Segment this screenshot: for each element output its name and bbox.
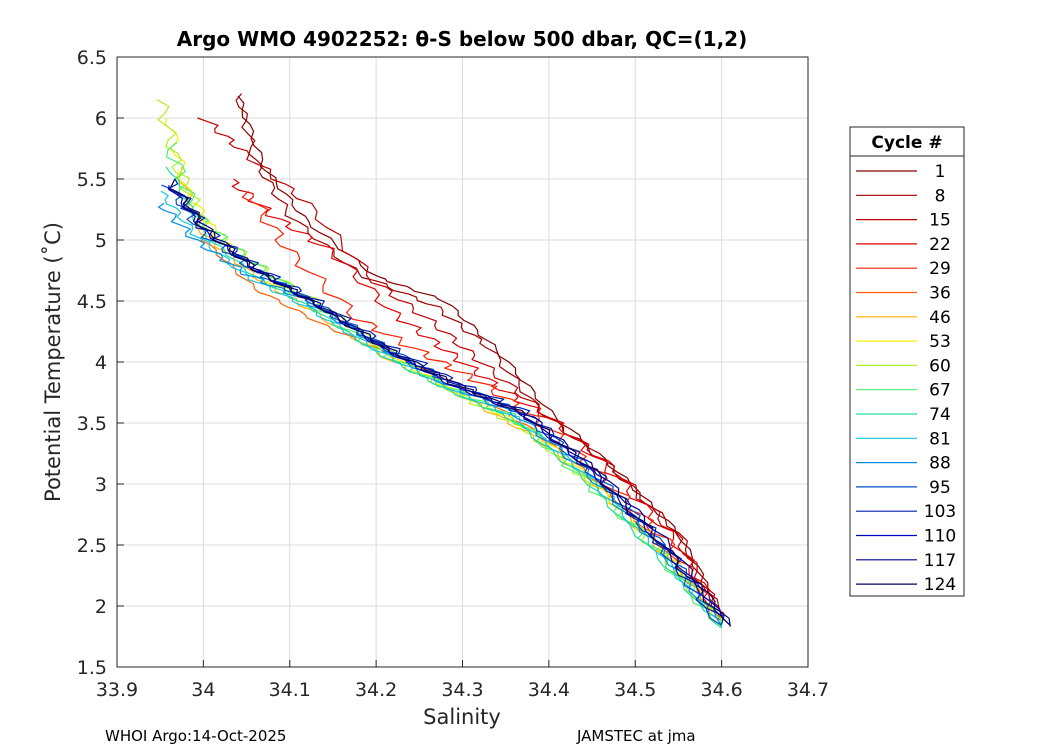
y-tick-label: 5 bbox=[95, 230, 107, 252]
series-line-cycle-103 bbox=[167, 178, 725, 625]
legend-label: 110 bbox=[924, 527, 956, 547]
legend-label: 15 bbox=[929, 211, 951, 231]
legend-label: 1 bbox=[935, 162, 946, 182]
legend-label: 53 bbox=[929, 332, 951, 352]
series-line-cycle-53 bbox=[164, 117, 723, 624]
legend-title: Cycle # bbox=[871, 133, 942, 153]
x-tick-label: 34.7 bbox=[787, 679, 829, 701]
y-tick-label: 3.5 bbox=[77, 413, 107, 435]
legend-label: 95 bbox=[929, 478, 951, 498]
series-line-cycle-1 bbox=[237, 95, 723, 616]
x-tick-label: 34.2 bbox=[355, 679, 397, 701]
x-tick-label: 34.4 bbox=[528, 679, 570, 701]
series-line-cycle-67 bbox=[166, 141, 723, 629]
y-tick-label: 4.5 bbox=[77, 291, 107, 313]
legend-label: 117 bbox=[924, 551, 956, 571]
x-tick-label: 33.9 bbox=[96, 679, 138, 701]
y-tick-label: 1.5 bbox=[77, 657, 107, 679]
legend-label: 67 bbox=[929, 381, 951, 401]
legend-label: 29 bbox=[929, 259, 951, 279]
legend-label: 22 bbox=[929, 235, 951, 255]
legend-label: 36 bbox=[929, 284, 951, 304]
series-line-cycle-110 bbox=[168, 185, 731, 626]
footer-left: WHOI Argo:14-Oct-2025 bbox=[105, 727, 286, 745]
chart-title: Argo WMO 4902252: θ-S below 500 dbar, QC… bbox=[177, 27, 747, 51]
y-tick-label: 2 bbox=[95, 596, 107, 618]
footer-right: JAMSTEC at jma bbox=[576, 727, 696, 745]
x-tick-label: 34.1 bbox=[269, 679, 311, 701]
x-tick-label: 34.6 bbox=[700, 679, 742, 701]
series-line-cycle-46 bbox=[177, 166, 723, 624]
x-tick-label: 34.3 bbox=[441, 679, 483, 701]
legend-label: 103 bbox=[924, 502, 956, 522]
grid bbox=[116, 56, 809, 668]
legend: Cycle # 1 8 15 22 29 36 46 53 60 67 74 81 88 95 103 110… bbox=[849, 126, 965, 597]
series-line-cycle-36 bbox=[200, 239, 723, 623]
legend-box bbox=[849, 126, 965, 597]
series-line-cycle-74 bbox=[165, 166, 722, 629]
legend-items: 1 8 15 22 29 36 46 53 60 67 74 81 88 95 103 110 117 124 bbox=[856, 162, 956, 595]
axis-ticks: 33.9 34 34.1 34.2 34.3 34.4 34.5 34.6 34.71.522.… bbox=[77, 47, 829, 701]
legend-label: 60 bbox=[929, 356, 951, 376]
series-line-cycle-8 bbox=[235, 93, 723, 616]
y-tick-label: 6 bbox=[95, 108, 107, 130]
legend-label: 88 bbox=[929, 454, 951, 474]
y-tick-label: 2.5 bbox=[77, 535, 107, 557]
y-tick-label: 6.5 bbox=[77, 47, 107, 69]
series-line-cycle-117 bbox=[173, 190, 731, 626]
y-tick-label: 4 bbox=[95, 352, 107, 374]
series-line-cycle-124 bbox=[169, 178, 731, 627]
y-axis-label: Potential Temperature (˚C) bbox=[41, 222, 65, 502]
x-tick-label: 34 bbox=[191, 679, 215, 701]
legend-label: 124 bbox=[924, 575, 956, 595]
series-group bbox=[156, 93, 731, 629]
legend-label: 46 bbox=[929, 308, 951, 328]
y-tick-label: 3 bbox=[95, 474, 107, 496]
y-tick-label: 5.5 bbox=[77, 169, 107, 191]
series-line-cycle-88 bbox=[157, 202, 723, 626]
x-tick-label: 34.5 bbox=[614, 679, 656, 701]
legend-label: 8 bbox=[935, 186, 946, 206]
series-line-cycle-22 bbox=[231, 178, 725, 621]
legend-label: 74 bbox=[929, 405, 951, 425]
series-line-cycle-15 bbox=[197, 117, 722, 619]
series-line-cycle-81 bbox=[160, 190, 723, 627]
legend-label: 81 bbox=[929, 429, 951, 449]
x-axis-label: Salinity bbox=[423, 705, 501, 729]
